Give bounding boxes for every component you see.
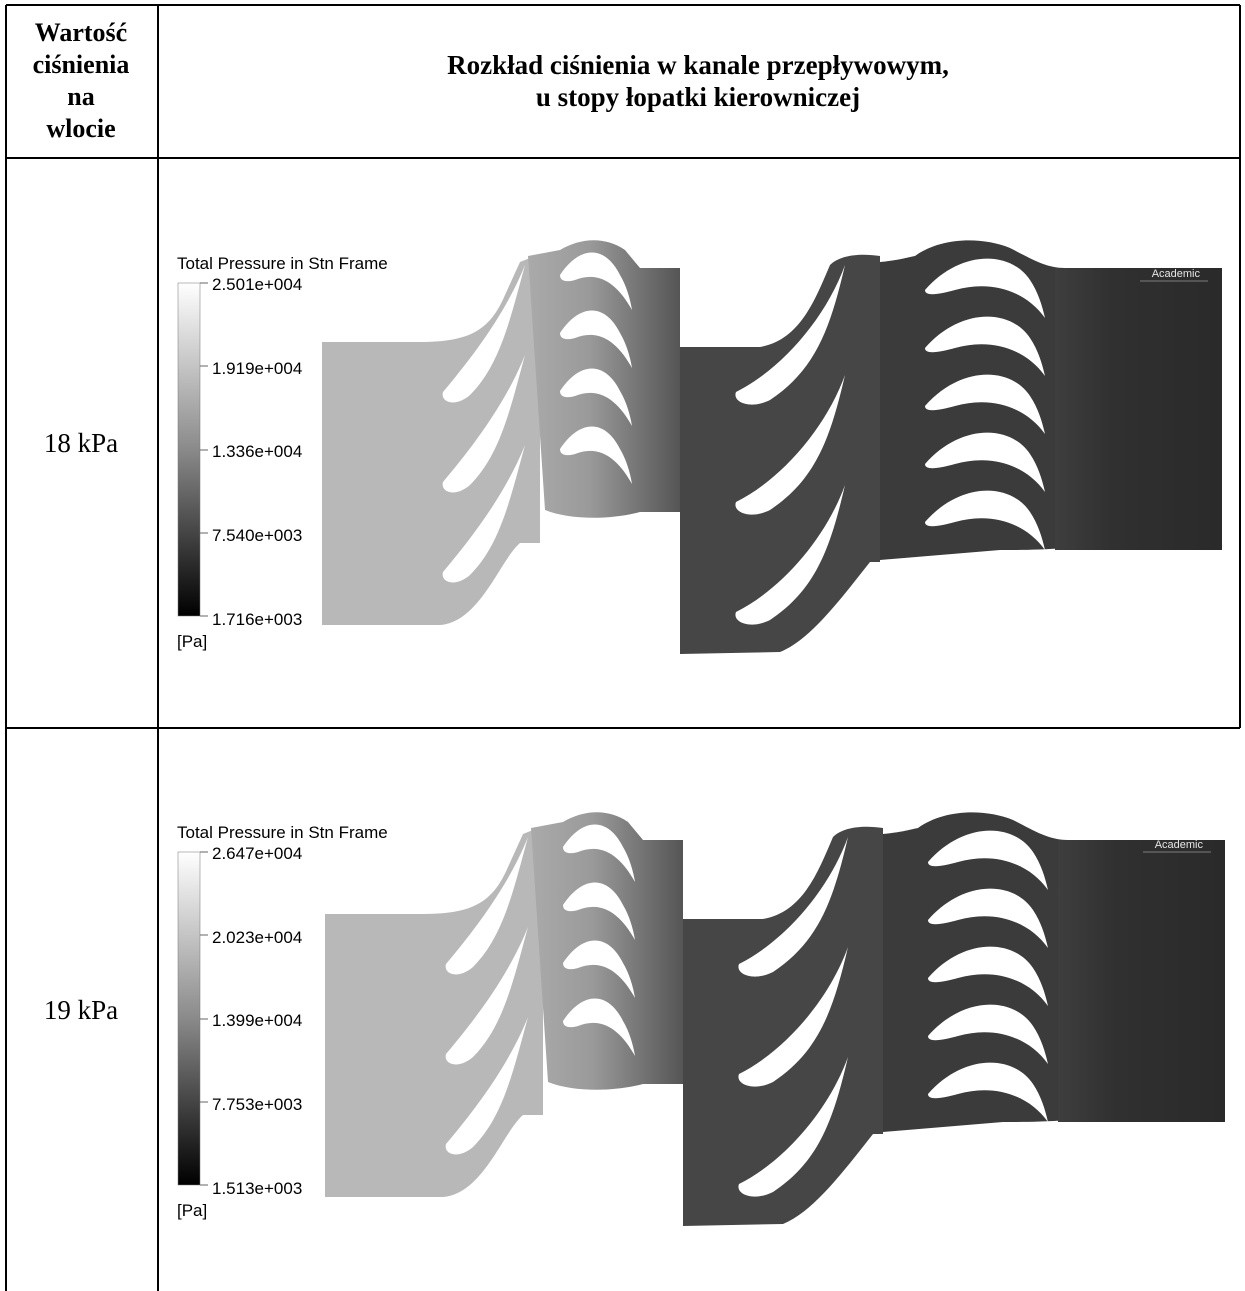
header-pressure-distribution: Rozkład ciśnienia w kanale przepływowym,… [158,6,1238,156]
legend-unit-2: [Pa] [177,1201,207,1220]
legend-tick-2-1: 2.023e+004 [212,928,302,947]
legend-title-1: Total Pressure in Stn Frame [177,254,388,273]
row-label-1: 18 kPa [43,427,119,458]
header-title-line-2: u stopy łopatki kierowniczej [535,82,861,112]
header-line-3: na [67,82,95,111]
academic-watermark-1: Academic [1152,268,1201,280]
legend-tick-1-2: 1.336e+004 [212,442,302,461]
header-line-2: ciśnienia [32,50,130,79]
row-label-2: 19 kPa [43,995,119,1025]
color-legend-2: Total Pressure in Stn Frame 2.647e+004 2… [177,823,388,1220]
color-legend-1: Total Pressure in Stn Frame 2.501e+004 1… [177,254,388,651]
legend-tick-2-3: 7.753e+003 [212,1095,302,1114]
legend-tick-1-4: 1.716e+003 [212,610,302,629]
academic-watermark-2: Academic [1155,839,1204,851]
legend-unit-1: [Pa] [177,632,207,651]
legend-tick-2-0: 2.647e+004 [212,844,302,863]
legend-title-2: Total Pressure in Stn Frame [177,823,388,842]
header-line-4: wlocie [46,114,116,143]
legend-tick-2-4: 1.513e+003 [212,1179,302,1198]
legend-tick-1-1: 1.919e+004 [212,359,302,378]
legend-tick-2-2: 1.399e+004 [212,1011,302,1030]
header-title-line-1: Rozkład ciśnienia w kanale przepływowym, [447,50,949,80]
header-line-1: Wartość [34,18,128,47]
header-inlet-pressure: Wartość ciśnienia na wlocie [6,6,156,156]
legend-tick-1-0: 2.501e+004 [212,275,302,294]
legend-tick-1-3: 7.540e+003 [212,526,302,545]
turbine-flow-channel-2 [325,812,1225,1226]
